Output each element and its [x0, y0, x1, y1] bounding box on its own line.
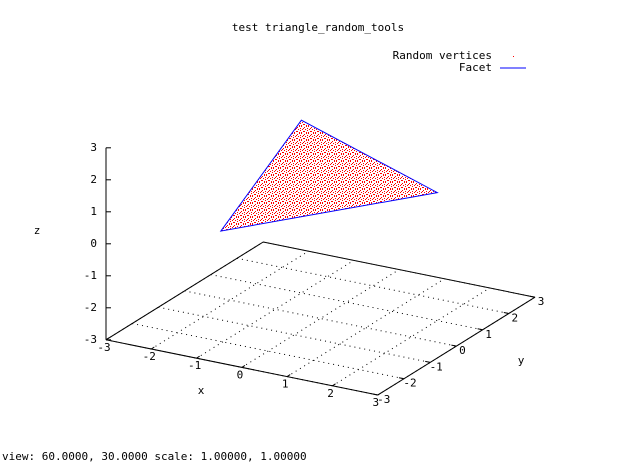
- z-tick-label: -3: [84, 333, 97, 346]
- y-tick-label: 3: [538, 295, 545, 308]
- y-tick: [425, 360, 431, 363]
- y-tick-label: -1: [430, 360, 443, 373]
- grid-line: [241, 269, 400, 368]
- x-tick-label: -1: [188, 359, 201, 372]
- x-tick: [241, 364, 246, 368]
- grid-line: [151, 250, 309, 350]
- y-tick-label: 1: [485, 328, 492, 341]
- legend-label: Facet: [459, 61, 492, 74]
- grid-line: [332, 287, 490, 387]
- grid-line: [210, 274, 483, 331]
- x-tick: [377, 392, 382, 396]
- z-tick-label: 0: [90, 237, 97, 250]
- y-tick: [477, 328, 483, 331]
- y-axis-label: y: [518, 354, 525, 367]
- x-axis-label: x: [198, 384, 205, 397]
- grid-line: [286, 278, 445, 378]
- y-tick-label: 2: [511, 312, 518, 325]
- x-tick-label: 3: [372, 396, 379, 409]
- z-tick-label: 2: [90, 173, 97, 186]
- grid-line: [184, 290, 457, 347]
- x-tick: [196, 355, 200, 359]
- y-tick: [503, 312, 509, 314]
- grid-line: [196, 259, 355, 359]
- x-tick: [332, 383, 336, 387]
- x-tick: [151, 346, 155, 350]
- y-tick-label: -2: [403, 377, 416, 390]
- axis-border: [105, 241, 264, 341]
- x-tick-label: 2: [327, 387, 334, 400]
- x-tick-label: 0: [237, 368, 244, 381]
- z-tick-label: 3: [90, 141, 97, 154]
- legend-label: Random vertices: [393, 49, 492, 62]
- y-tick: [398, 377, 405, 380]
- y-tick: [451, 344, 457, 347]
- x-tick-label: 1: [282, 378, 289, 391]
- axis-border: [263, 241, 536, 298]
- x-tick-label: -3: [97, 341, 110, 354]
- grid-line: [158, 306, 431, 363]
- y-tick: [372, 393, 378, 396]
- chart-title: test triangle_random_tools: [232, 21, 404, 34]
- z-axis-label: z: [34, 224, 41, 237]
- y-tick-label: -3: [377, 393, 390, 406]
- legend-point: [513, 56, 514, 57]
- y-tick: [529, 295, 536, 298]
- grid-line: [236, 257, 509, 314]
- status-text: view: 60.0000, 30.0000 scale: 1.00000, 1…: [2, 450, 307, 463]
- y-tick-label: 0: [459, 344, 466, 357]
- facet: [219, 119, 439, 232]
- random-vertices: [220, 120, 438, 232]
- x-tick: [286, 374, 291, 378]
- z-tick-label: 1: [90, 205, 97, 218]
- z-tick-label: -2: [84, 301, 97, 314]
- z-tick-label: -1: [84, 269, 97, 282]
- x-tick-label: -2: [143, 350, 156, 363]
